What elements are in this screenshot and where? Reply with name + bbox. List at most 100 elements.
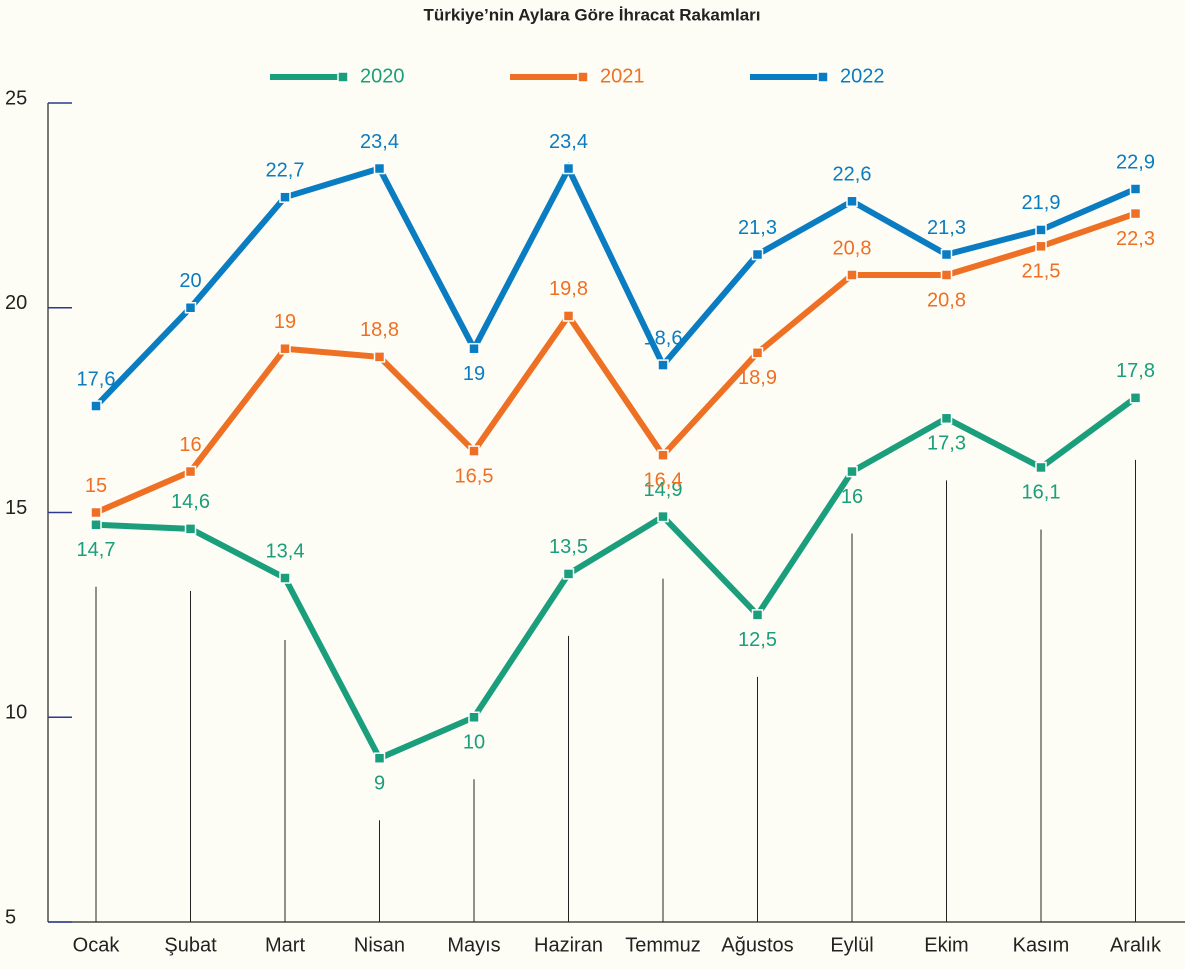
data-label: 22,7 [266,159,305,181]
y-tick-label: 20 [5,292,27,314]
x-tick-label: Şubat [164,934,217,956]
data-label: 19 [274,311,296,333]
point-marker [562,162,575,175]
point-marker [279,572,291,584]
data-label: 16,4 [644,469,683,491]
point-marker [940,248,953,261]
point-marker [940,412,953,425]
point-marker [657,510,669,523]
data-label: 17,8 [1116,360,1155,382]
data-label: 20,8 [833,237,872,259]
point-marker [373,351,386,363]
x-tick-label: Ocak [73,934,121,956]
series-line [94,210,1137,516]
series-line [93,161,1137,409]
point-marker [846,269,858,281]
data-label: 16,1 [1022,482,1061,504]
data-label: 21,5 [1022,261,1061,283]
point-marker [90,400,102,412]
y-tick-label: 10 [5,702,27,724]
legend-label: 2021 [600,65,645,87]
data-label: 16 [179,434,201,456]
data-label: 22,9 [1116,151,1155,173]
data-label: 14,9 [644,479,683,501]
data-label: 18,9 [738,367,777,389]
data-label: 9 [374,772,385,794]
point-marker [1035,461,1047,474]
data-label: 23,4 [549,131,588,153]
point-marker [562,568,575,580]
data-label: 21,3 [927,217,966,239]
point-marker [751,609,764,621]
point-marker [373,162,386,175]
legend-marker [817,71,829,83]
point-marker [751,347,764,359]
point-marker [184,302,197,314]
data-label: 18,8 [360,319,399,341]
legend-label: 2022 [840,65,885,87]
data-label: 18,6 [644,327,683,349]
point-marker [657,359,669,371]
point-marker [468,342,480,355]
data-label: 22,6 [833,164,872,186]
point-marker [468,711,480,723]
data-label: 23,4 [360,131,399,153]
point-marker [1035,224,1047,236]
data-label: 12,5 [738,629,777,651]
data-label: 19,8 [549,278,588,300]
point-marker [279,342,291,355]
data-label: 15 [85,475,107,497]
x-tick-label: Mayıs [447,934,500,956]
data-label: 17,3 [927,433,966,455]
data-label: 16,5 [455,465,494,487]
point-marker [184,465,197,478]
point-marker [1129,392,1142,404]
point-marker [940,269,953,281]
series-line [95,395,1138,763]
x-tick-label: Temmuz [625,934,701,956]
point-marker [562,310,575,322]
data-label: 13,4 [266,540,305,562]
data-label: 14,6 [171,491,210,513]
point-marker [1129,207,1142,220]
data-label: 20 [179,270,201,292]
point-marker [90,519,102,531]
data-label: 13,5 [549,536,588,558]
point-marker [751,248,764,261]
x-tick-label: Ekim [924,934,968,956]
point-marker [373,752,386,764]
data-label: 16 [841,486,863,508]
data-label: 21,3 [738,217,777,239]
data-label: 10 [463,732,485,754]
data-label: 19 [463,363,485,385]
legend-marker [337,71,349,83]
data-label: 21,9 [1022,192,1061,214]
x-tick-label: Aralık [1110,934,1162,956]
point-marker [1129,183,1142,195]
data-label: 22,3 [1116,228,1155,250]
y-tick-label: 15 [5,497,27,519]
x-tick-label: Nisan [354,934,405,956]
data-label: 17,6 [77,368,116,390]
data-label: 20,8 [927,289,966,311]
x-tick-label: Kasım [1013,934,1070,956]
y-tick-label: 5 [5,906,16,928]
point-marker [279,191,291,203]
point-marker [1035,240,1047,253]
point-marker [846,465,858,478]
legend-marker [577,71,589,83]
x-tick-label: Haziran [534,934,603,956]
point-marker [657,449,669,461]
y-tick-label: 25 [5,87,27,109]
legend-label: 2020 [360,65,405,87]
point-marker [846,195,858,208]
x-tick-label: Mart [265,934,305,956]
chart-title: Türkiye’nin Aylara Göre İhracat Rakamlar… [424,5,761,24]
point-marker [90,506,102,519]
x-tick-label: Eylül [830,934,873,956]
data-label: 14,7 [77,539,116,561]
x-tick-label: Ağustos [721,934,793,956]
point-marker [184,523,197,535]
point-marker [468,445,480,457]
